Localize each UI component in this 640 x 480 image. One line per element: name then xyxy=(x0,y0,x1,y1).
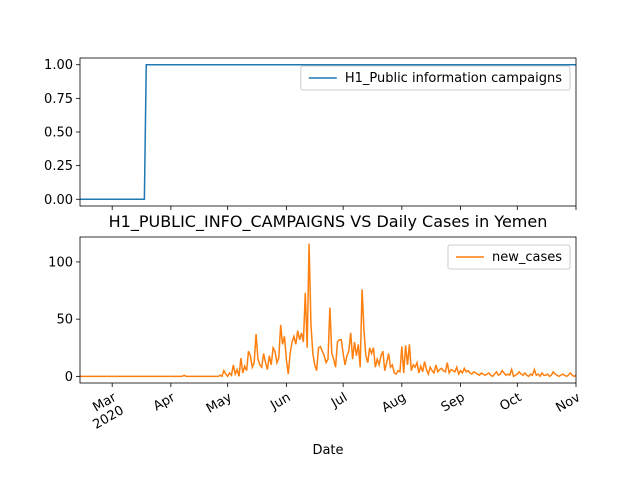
y-tick-label: 50 xyxy=(56,313,73,328)
data-line xyxy=(80,243,577,378)
chart-title: H1_PUBLIC_INFO_CAMPAIGNS VS Daily Cases … xyxy=(109,212,548,232)
y-tick-label: 0.25 xyxy=(44,159,73,174)
legend-label: H1_Public information campaigns xyxy=(345,71,562,86)
y-tick-label: 0.50 xyxy=(44,126,73,141)
legend: H1_Public information campaigns xyxy=(300,65,571,91)
y-tick-label: 0.00 xyxy=(44,193,73,208)
y-tick-label: 100 xyxy=(48,255,73,270)
legend-box xyxy=(300,65,571,91)
legend-box xyxy=(447,244,571,270)
legend-label: new_cases xyxy=(492,250,562,265)
y-tick-label: 0 xyxy=(65,370,73,385)
y-tick-label: 1.00 xyxy=(44,58,73,73)
x-tick-label: Jul xyxy=(328,390,350,411)
axes-frame xyxy=(79,236,577,384)
legend: new_cases xyxy=(447,244,571,270)
data-line xyxy=(80,63,576,201)
x-axis-label: Date xyxy=(312,443,343,458)
axes-frame xyxy=(79,57,577,207)
y-tick-label: 0.75 xyxy=(44,92,73,107)
